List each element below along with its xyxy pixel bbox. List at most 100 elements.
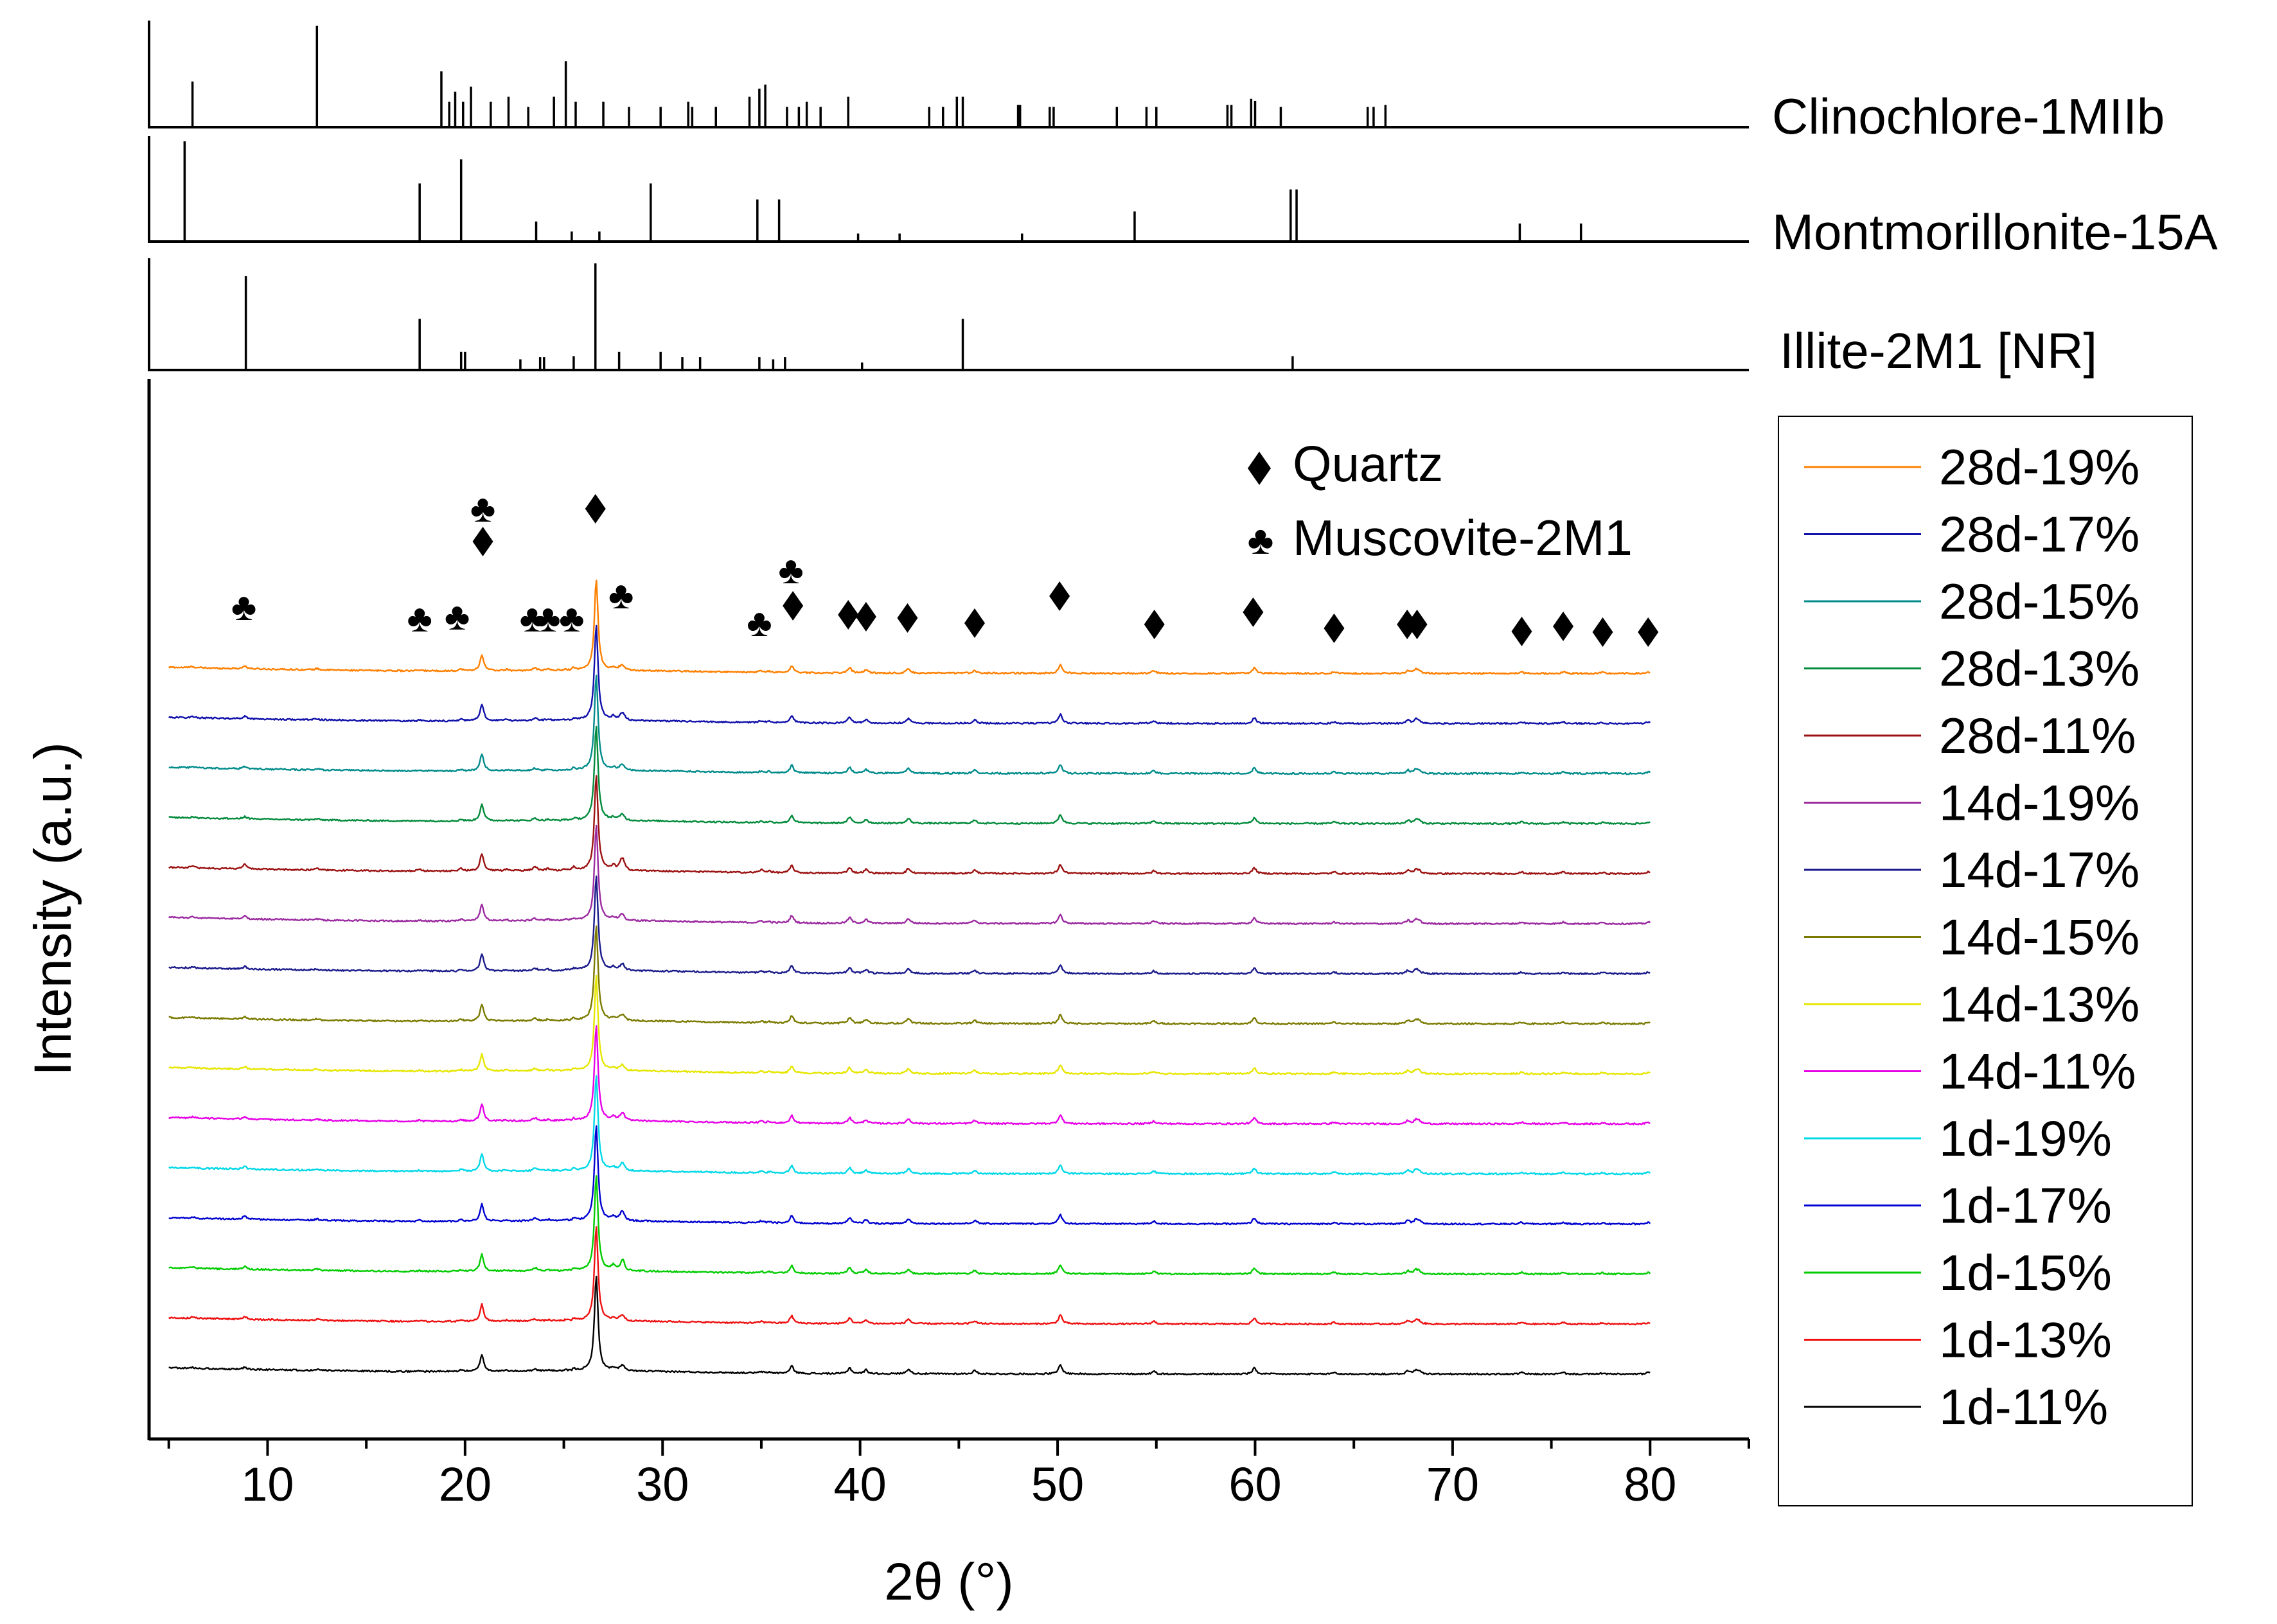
- quartz-marker-icon: [855, 602, 876, 631]
- legend-item: 28d-19%: [1804, 439, 2140, 495]
- legend-item: 1d-13%: [1804, 1312, 2112, 1368]
- legend-label: 1d-19%: [1939, 1110, 2112, 1167]
- pattern-line: [168, 875, 1651, 975]
- muscovite-club-icon: ♣: [1248, 518, 1274, 563]
- muscovite-marker-icon: ♣: [559, 597, 584, 640]
- pattern-line: [168, 675, 1651, 775]
- pattern-line: [168, 624, 1651, 725]
- muscovite-marker-icon: ♣: [407, 597, 432, 640]
- pattern-line: [168, 1226, 1651, 1326]
- reference-panel: Clinochlore-1MIIb: [148, 21, 2165, 145]
- phase-marker-legend: Quartz ♣ Muscovite-2M1: [1248, 436, 1633, 566]
- muscovite-marker-icon: ♣: [470, 487, 495, 530]
- legend-label: 14d-17%: [1939, 842, 2140, 898]
- reference-panel: Montmorillonite-15A: [148, 136, 2218, 260]
- reference-pattern-label: Illite-2M1 [NR]: [1780, 322, 2097, 379]
- series-legend: 28d-19% 28d-17% 28d-15% 28d-13% 28d-11% 14d-1…: [1804, 439, 2140, 1435]
- x-axis-label: 2θ (°): [884, 1553, 1013, 1611]
- pattern-line: [168, 775, 1651, 876]
- pattern-line: [168, 1075, 1651, 1176]
- reference-panel-axis: [148, 21, 1749, 128]
- legend-item: 28d-15%: [1804, 573, 2140, 630]
- quartz-marker-icon: [1553, 612, 1574, 641]
- series-legend-box: [1778, 416, 2193, 1506]
- legend-label: 28d-15%: [1939, 573, 2140, 630]
- pattern-line: [168, 1025, 1651, 1125]
- quartz-diamond-icon: [1248, 452, 1271, 485]
- x-tick-label: 70: [1426, 1458, 1479, 1511]
- legend-label: 28d-19%: [1939, 439, 2140, 495]
- x-tick-label: 20: [439, 1458, 492, 1511]
- muscovite-marker-icon: ♣: [608, 574, 633, 617]
- pattern-line: [168, 925, 1651, 1025]
- pattern-line: [168, 1175, 1651, 1276]
- main-plot-axes: [147, 379, 1749, 1441]
- reference-panels: Clinochlore-1MIIb Montmorillonite-15A Illi…: [148, 21, 2218, 379]
- muscovite-marker-icon: ♣: [231, 585, 256, 628]
- quartz-marker-icon: [1324, 613, 1345, 643]
- legend-item: 28d-13%: [1804, 640, 2140, 697]
- quartz-marker-icon: [1144, 610, 1165, 639]
- legend-item: 28d-17%: [1804, 506, 2140, 563]
- legend-label: 1d-11%: [1939, 1379, 2108, 1435]
- legend-label: 14d-11%: [1939, 1043, 2136, 1100]
- quartz-marker-icon: [838, 600, 859, 630]
- quartz-label: Quartz: [1293, 436, 1443, 492]
- quartz-marker-icon: [585, 494, 606, 524]
- legend-label: 14d-19%: [1939, 775, 2140, 831]
- legend-label: 28d-17%: [1939, 506, 2140, 563]
- legend-label: 14d-15%: [1939, 909, 2140, 966]
- muscovite-marker-icon: ♣: [747, 601, 772, 644]
- x-tick-label: 60: [1228, 1458, 1281, 1511]
- x-tick-label: 40: [834, 1458, 887, 1511]
- quartz-marker-icon: [1049, 581, 1070, 611]
- quartz-marker-icon: [1592, 617, 1613, 647]
- diffraction-patterns: [168, 579, 1651, 1376]
- muscovite-label: Muscovite-2M1: [1293, 509, 1633, 566]
- x-tick-label: 80: [1624, 1458, 1676, 1511]
- legend-label: 14d-13%: [1939, 976, 2140, 1032]
- legend-item: 1d-11%: [1804, 1379, 2108, 1435]
- reference-pattern-label: Clinochlore-1MIIb: [1772, 88, 2165, 145]
- pattern-line: [168, 975, 1651, 1075]
- quartz-marker-icon: [1406, 610, 1428, 639]
- muscovite-marker-icon: ♣: [535, 597, 560, 640]
- quartz-marker-icon: [1638, 617, 1659, 647]
- y-axis-label: Intensity (a.u.): [24, 742, 82, 1076]
- quartz-marker-icon: [472, 527, 493, 556]
- legend-item: 1d-17%: [1804, 1178, 2112, 1234]
- pattern-line: [168, 579, 1651, 675]
- x-tick-label: 30: [636, 1458, 689, 1511]
- muscovite-marker-icon: ♣: [520, 597, 545, 640]
- legend-item: 1d-19%: [1804, 1110, 2112, 1167]
- pattern-line: [168, 1275, 1651, 1376]
- legend-item: 14d-19%: [1804, 775, 2140, 831]
- reference-panel-axis: [148, 258, 1749, 371]
- quartz-marker-icon: [897, 603, 918, 633]
- peak-markers: ♣ ♣ ♣♣♣♣♣♣♣♣: [231, 487, 1659, 647]
- legend-item: 14d-17%: [1804, 842, 2140, 898]
- quartz-marker-icon: [1243, 597, 1264, 627]
- muscovite-marker-icon: ♣: [445, 595, 470, 638]
- legend-label: 28d-11%: [1939, 707, 2136, 764]
- legend-item: 14d-11%: [1804, 1043, 2136, 1100]
- reference-pattern-label: Montmorillonite-15A: [1772, 204, 2218, 260]
- legend-label: 1d-15%: [1939, 1244, 2112, 1301]
- legend-item: 1d-15%: [1804, 1244, 2112, 1301]
- legend-item: 14d-15%: [1804, 909, 2140, 966]
- reference-panel: Illite-2M1 [NR]: [148, 258, 2097, 379]
- muscovite-marker-icon: ♣: [778, 549, 803, 592]
- quartz-marker-icon: [783, 591, 804, 621]
- pattern-line: [168, 1125, 1651, 1226]
- pattern-line: [168, 725, 1651, 825]
- reference-panel-axis: [148, 136, 1749, 243]
- legend-label: 1d-17%: [1939, 1178, 2112, 1234]
- x-axis-ticks: 10 20 30 40 50 60 70 80: [167, 1439, 1750, 1511]
- legend-item: 28d-11%: [1804, 707, 2136, 764]
- x-tick-label: 10: [241, 1458, 294, 1511]
- pattern-line: [168, 824, 1651, 926]
- legend-item: 14d-13%: [1804, 976, 2140, 1032]
- quartz-marker-icon: [964, 608, 985, 638]
- quartz-marker-icon: [1511, 617, 1532, 646]
